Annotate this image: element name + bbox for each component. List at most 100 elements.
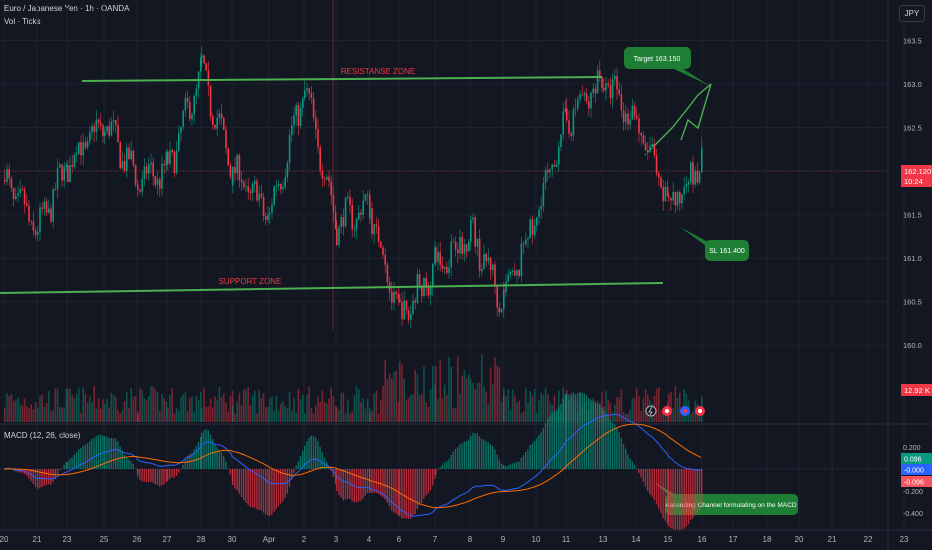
candle[interactable] (260, 193, 263, 197)
candle[interactable] (214, 124, 216, 129)
candle[interactable] (245, 186, 247, 188)
candle[interactable] (412, 300, 414, 314)
candle[interactable] (340, 217, 342, 227)
candle[interactable] (373, 224, 375, 235)
candle[interactable] (167, 152, 169, 164)
candle[interactable] (454, 242, 457, 250)
candle[interactable] (664, 186, 667, 202)
candle[interactable] (334, 211, 337, 230)
candle[interactable] (544, 169, 547, 183)
candle[interactable] (41, 207, 43, 209)
candle[interactable] (566, 108, 568, 121)
candle[interactable] (65, 164, 68, 167)
candle[interactable] (355, 219, 358, 230)
candle[interactable] (84, 142, 87, 148)
candle[interactable] (141, 179, 143, 192)
candle[interactable] (672, 192, 674, 201)
candle[interactable] (315, 117, 317, 129)
candle[interactable] (191, 114, 193, 120)
candle[interactable] (86, 141, 89, 148)
candle[interactable] (275, 186, 278, 188)
candle[interactable] (585, 93, 588, 102)
candle[interactable] (171, 150, 173, 152)
candle[interactable] (525, 239, 527, 245)
candle[interactable] (692, 162, 694, 185)
candle[interactable] (465, 244, 468, 252)
candle[interactable] (347, 196, 349, 198)
candle[interactable] (681, 193, 683, 204)
candle[interactable] (542, 182, 545, 207)
candle[interactable] (351, 205, 353, 230)
candle[interactable] (91, 125, 93, 133)
candle[interactable] (676, 192, 679, 206)
candle[interactable] (271, 204, 273, 213)
candle[interactable] (200, 57, 202, 72)
candle[interactable] (470, 219, 472, 242)
candle[interactable] (128, 147, 130, 160)
candle[interactable] (184, 97, 187, 111)
candle[interactable] (570, 133, 572, 136)
candle[interactable] (100, 122, 102, 126)
candle[interactable] (507, 274, 509, 282)
candle[interactable] (150, 162, 152, 165)
candle[interactable] (137, 186, 139, 190)
candle[interactable] (358, 212, 360, 220)
candle[interactable] (225, 129, 227, 149)
candle[interactable] (48, 208, 50, 213)
candle[interactable] (178, 133, 180, 151)
candle[interactable] (429, 286, 432, 296)
candle[interactable] (54, 189, 57, 191)
candle[interactable] (227, 148, 229, 166)
candle[interactable] (342, 217, 345, 227)
candle[interactable] (463, 244, 466, 254)
candle[interactable] (478, 238, 481, 272)
candle[interactable] (410, 313, 412, 320)
candle[interactable] (599, 70, 601, 78)
candle[interactable] (338, 226, 340, 246)
candle[interactable] (67, 164, 69, 183)
candle[interactable] (407, 310, 410, 320)
candle[interactable] (173, 151, 176, 173)
candle[interactable] (28, 205, 30, 222)
candle[interactable] (616, 75, 618, 90)
candle[interactable] (461, 236, 463, 254)
candle[interactable] (161, 163, 163, 189)
candle[interactable] (148, 164, 150, 174)
candle[interactable] (494, 264, 496, 287)
candle[interactable] (201, 55, 203, 58)
candle[interactable] (34, 230, 37, 235)
target-callout[interactable]: Target 163.150 (624, 47, 710, 86)
candle[interactable] (607, 83, 609, 86)
candle[interactable] (397, 294, 400, 300)
candle[interactable] (362, 200, 364, 215)
signal-line[interactable] (4, 423, 702, 509)
candle[interactable] (468, 241, 470, 252)
candle[interactable] (696, 170, 699, 183)
candle[interactable] (555, 164, 558, 167)
candle[interactable] (560, 134, 562, 147)
candle[interactable] (203, 55, 205, 64)
candle[interactable] (418, 274, 421, 287)
candle[interactable] (317, 128, 319, 148)
candle[interactable] (459, 236, 461, 254)
candle[interactable] (435, 247, 437, 262)
candle[interactable] (182, 110, 184, 127)
candle[interactable] (386, 264, 389, 283)
candle[interactable] (522, 243, 525, 245)
candle[interactable] (674, 192, 677, 206)
candle[interactable] (234, 166, 236, 174)
candle[interactable] (139, 189, 141, 192)
candle[interactable] (21, 189, 24, 190)
candle[interactable] (629, 119, 631, 125)
candle[interactable] (498, 307, 501, 313)
candle[interactable] (503, 289, 505, 292)
candle[interactable] (321, 170, 324, 179)
candle[interactable] (609, 85, 612, 99)
candle[interactable] (130, 150, 132, 160)
candle[interactable] (588, 101, 590, 109)
candle[interactable] (119, 142, 121, 169)
candle[interactable] (326, 176, 328, 180)
candle[interactable] (159, 179, 161, 189)
